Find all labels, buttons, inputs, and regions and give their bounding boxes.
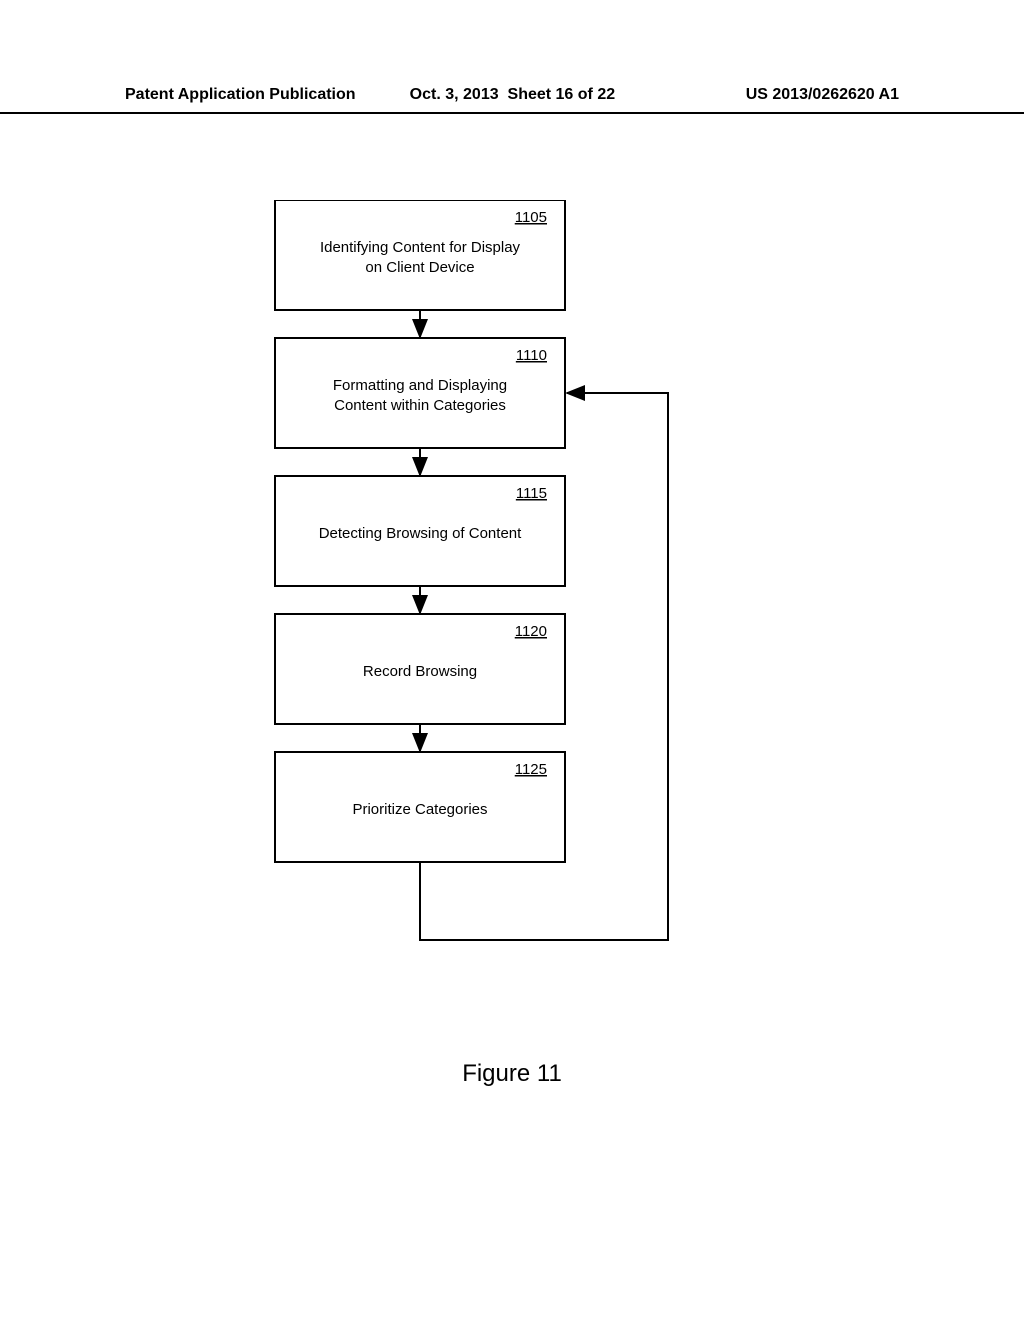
flowchart-box-1125: 1125 Prioritize Categories (275, 752, 565, 862)
box-label-line1: Prioritize Categories (352, 801, 487, 818)
box-label-line1: Record Browsing (363, 663, 477, 680)
flowchart-box-1105: 1105 Identifying Content for Display on Cl… (275, 200, 565, 310)
flowchart-box-1115: 1115 Detecting Browsing of Content (275, 476, 565, 586)
box-refnum: 1110 (516, 347, 547, 364)
box-refnum: 1125 (515, 761, 547, 778)
flowchart-box-1110: 1110 Formatting and Displaying Content wit… (275, 338, 565, 448)
box-label-line2: on Client Device (365, 259, 474, 276)
flowchart-box-1120: 1120 Record Browsing (275, 614, 565, 724)
header-pub-number: US 2013/0262620 A1 (654, 86, 899, 104)
header-publication: Patent Application Publication (125, 86, 370, 104)
figure-label: Figure 11 (0, 1060, 1024, 1088)
header-sheet: Sheet 16 of 22 (508, 86, 616, 103)
box-label-line1: Detecting Browsing of Content (319, 525, 522, 542)
box-label-line2: Content within Categories (334, 397, 506, 414)
header-date: Oct. 3, 2013 (410, 86, 499, 103)
box-refnum: 1115 (516, 485, 547, 502)
box-label-line1: Formatting and Displaying (333, 377, 507, 394)
box-label-line1: Identifying Content for Display (320, 239, 521, 256)
flowchart-diagram: 1105 Identifying Content for Display on Cl… (0, 200, 1024, 1100)
box-refnum: 1120 (515, 623, 547, 640)
header-date-sheet: Oct. 3, 2013 Sheet 16 of 22 (370, 86, 655, 104)
page-header: Patent Application Publication Oct. 3, 2… (0, 86, 1024, 114)
box-refnum: 1105 (515, 209, 547, 226)
